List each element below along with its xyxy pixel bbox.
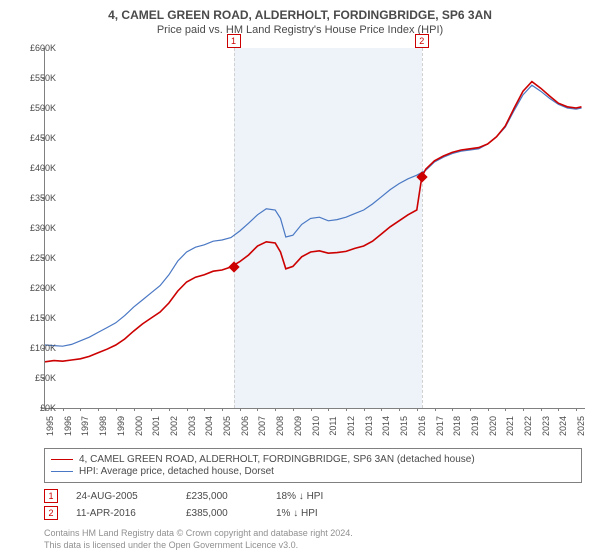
xtick-label: 2015: [399, 416, 409, 436]
legend-swatch: [51, 471, 73, 472]
xtick-label: 2019: [470, 416, 480, 436]
xtick-label: 2013: [364, 416, 374, 436]
series-price_paid: [45, 82, 582, 362]
xtick-label: 2002: [169, 416, 179, 436]
transaction-pct: 18% ↓ HPI: [276, 491, 356, 502]
ytick-label: £200K: [16, 283, 56, 293]
xtick-label: 2008: [275, 416, 285, 436]
footer-attribution: Contains HM Land Registry data © Crown c…: [44, 528, 353, 551]
transaction-number-icon: 2: [44, 506, 58, 520]
legend-item: HPI: Average price, detached house, Dors…: [51, 466, 575, 477]
xtick-label: 2003: [187, 416, 197, 436]
xtick-label: 2004: [204, 416, 214, 436]
transaction-price: £235,000: [186, 491, 276, 502]
ytick-label: £250K: [16, 253, 56, 263]
transaction-pct: 1% ↓ HPI: [276, 508, 356, 519]
chart-subtitle: Price paid vs. HM Land Registry's House …: [0, 24, 600, 36]
ytick-label: £400K: [16, 163, 56, 173]
ytick-label: £50K: [16, 373, 56, 383]
transaction-price: £385,000: [186, 508, 276, 519]
ytick-label: £450K: [16, 133, 56, 143]
ytick-label: £300K: [16, 223, 56, 233]
legend-label: HPI: Average price, detached house, Dors…: [79, 466, 274, 477]
xtick-label: 2001: [151, 416, 161, 436]
transaction-date: 24-AUG-2005: [76, 491, 186, 502]
series-hpi: [45, 85, 582, 346]
xtick-label: 2025: [576, 416, 586, 436]
xtick-label: 2014: [381, 416, 391, 436]
xtick-label: 2022: [523, 416, 533, 436]
xtick-label: 1998: [98, 416, 108, 436]
transactions-table: 1 24-AUG-2005£235,00018% ↓ HPI 2 11-APR-201…: [44, 486, 356, 523]
ytick-label: £550K: [16, 73, 56, 83]
callout-1: 1: [227, 34, 241, 48]
xtick-label: 2017: [435, 416, 445, 436]
ytick-label: £600K: [16, 43, 56, 53]
xtick-label: 2024: [558, 416, 568, 436]
xtick-label: 1999: [116, 416, 126, 436]
ytick-label: £150K: [16, 313, 56, 323]
chart-lines-svg: [45, 48, 585, 408]
legend: 4, CAMEL GREEN ROAD, ALDERHOLT, FORDINGB…: [44, 448, 582, 483]
ytick-label: £0K: [16, 403, 56, 413]
footer-line1: Contains HM Land Registry data © Crown c…: [44, 528, 353, 540]
xtick-label: 2011: [328, 416, 338, 435]
xtick-label: 1995: [45, 416, 55, 436]
ytick-label: £350K: [16, 193, 56, 203]
ytick-label: £100K: [16, 343, 56, 353]
xtick-label: 2021: [505, 416, 515, 436]
transaction-row: 2 11-APR-2016£385,0001% ↓ HPI: [44, 506, 356, 520]
chart-title: 4, CAMEL GREEN ROAD, ALDERHOLT, FORDINGB…: [0, 0, 600, 22]
xtick-label: 1997: [80, 416, 90, 436]
xtick-label: 2009: [293, 416, 303, 436]
ytick-label: £500K: [16, 103, 56, 113]
transaction-number-icon: 1: [44, 489, 58, 503]
xtick-label: 2023: [541, 416, 551, 436]
chart-plot-area: 1 2 199519961997199819992000200120022003…: [44, 48, 585, 409]
transaction-date: 11-APR-2016: [76, 508, 186, 519]
xtick-label: 2010: [311, 416, 321, 436]
xtick-label: 2016: [417, 416, 427, 436]
xtick-label: 2007: [257, 416, 267, 436]
xtick-label: 1996: [63, 416, 73, 436]
legend-item: 4, CAMEL GREEN ROAD, ALDERHOLT, FORDINGB…: [51, 454, 575, 465]
callout-2: 2: [415, 34, 429, 48]
legend-swatch: [51, 459, 73, 460]
xtick-label: 2018: [452, 416, 462, 436]
legend-label: 4, CAMEL GREEN ROAD, ALDERHOLT, FORDINGB…: [79, 454, 475, 465]
xtick-label: 2012: [346, 416, 356, 436]
xtick-label: 2020: [488, 416, 498, 436]
xtick-label: 2005: [222, 416, 232, 436]
xtick-label: 2006: [240, 416, 250, 436]
footer-line2: This data is licensed under the Open Gov…: [44, 540, 353, 552]
transaction-row: 1 24-AUG-2005£235,00018% ↓ HPI: [44, 489, 356, 503]
xtick-label: 2000: [134, 416, 144, 436]
